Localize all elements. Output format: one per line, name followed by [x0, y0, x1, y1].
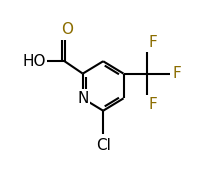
- Text: F: F: [172, 66, 181, 81]
- Text: F: F: [149, 35, 158, 50]
- Text: F: F: [149, 97, 158, 112]
- Text: O: O: [61, 22, 73, 36]
- Text: Cl: Cl: [96, 138, 111, 153]
- Text: HO: HO: [22, 54, 46, 69]
- Text: N: N: [77, 91, 88, 106]
